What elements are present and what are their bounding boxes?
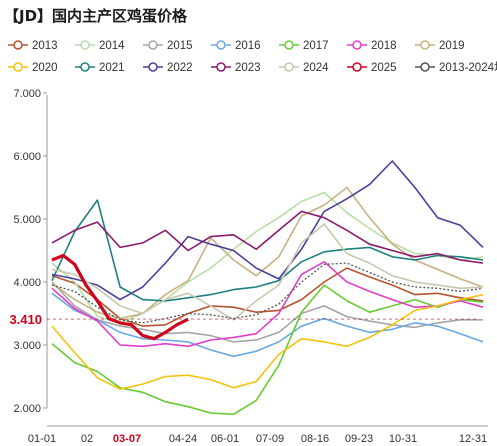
x-tick-label: 01-01 — [28, 433, 56, 445]
y-tick-label: 7.000 — [13, 88, 41, 100]
series-line-2013-2024- — [51, 262, 484, 324]
x-tick-label: 09-23 — [345, 433, 373, 445]
x-tick-label: 06-01 — [211, 433, 239, 445]
series-line-2018 — [51, 261, 484, 348]
legend-item-2025[interactable]: 2025 — [347, 62, 397, 74]
legend-label: 2017 — [303, 40, 329, 52]
legend-item-2021[interactable]: 2021 — [75, 62, 125, 74]
legend-swatch-marker — [80, 62, 90, 72]
y-tick-label: 5.000 — [13, 214, 41, 226]
legend-label: 2023 — [235, 62, 261, 74]
legend-label: 2024 — [303, 62, 329, 74]
legend-swatch-marker — [420, 62, 430, 72]
legend-swatch-marker — [80, 40, 90, 50]
legend-label: 2025 — [371, 62, 397, 74]
series-line-2020 — [51, 293, 484, 390]
x-tick-label: 12-31 — [459, 433, 487, 445]
series-line-2023 — [51, 210, 484, 264]
legend-item-2018[interactable]: 2018 — [347, 40, 397, 52]
y-tick-label: 3.000 — [13, 340, 41, 352]
legend-swatch-marker — [420, 40, 430, 50]
legend-label: 2013 — [32, 40, 58, 52]
legend-item-2022[interactable]: 2022 — [143, 62, 193, 74]
legend-item-2014[interactable]: 2014 — [75, 40, 125, 52]
legend-swatch-marker — [13, 62, 23, 72]
series-line-2015 — [51, 281, 483, 343]
legend-item-2015[interactable]: 2015 — [143, 40, 193, 52]
legend-label: 2016 — [235, 40, 261, 52]
series-line-2017 — [51, 284, 484, 416]
legend-swatch-marker — [148, 62, 158, 72]
x-tick-label: 10-31 — [389, 433, 417, 445]
x-tick-label: 08-16 — [301, 433, 329, 445]
legend-item-2016[interactable]: 2016 — [211, 40, 261, 52]
y-axis: 2.000 3.000 4.000 5.000 6.000 7.000 — [13, 88, 48, 415]
legend-item-2023[interactable]: 2023 — [211, 62, 261, 74]
legend-item-2019[interactable]: 2019 — [415, 40, 465, 52]
series-line-2022 — [51, 160, 484, 301]
chart-title: 【JD】国内主产区鸡蛋价格 — [4, 7, 188, 25]
legend-item-2013-2024-[interactable]: 2013-2024均值 — [415, 61, 497, 74]
legend-label: 2013-2024均值 — [439, 61, 497, 74]
series-line-2021 — [51, 199, 484, 302]
series-line-2025 — [51, 253, 189, 341]
series-line-2016 — [51, 292, 484, 358]
legend-item-2013[interactable]: 2013 — [8, 40, 58, 52]
legend-swatch-marker — [352, 62, 362, 72]
legend-label: 2014 — [99, 40, 125, 52]
legend: 2013 2014 2015 2016 2017 2018 2019 2020 2021 2022… — [8, 40, 497, 74]
legend-label: 2015 — [167, 40, 193, 52]
legend-swatch-marker — [13, 40, 23, 50]
legend-label: 2019 — [439, 40, 465, 52]
x-tick-label: 03-07 — [113, 433, 141, 445]
current-value-marker: 3.410 — [0, 309, 478, 330]
series-line-2019 — [51, 186, 484, 320]
legend-label: 2021 — [99, 62, 125, 74]
legend-swatch-marker — [352, 40, 362, 50]
series-line-2024 — [51, 223, 484, 321]
y-tick-label: 2.000 — [13, 403, 41, 415]
legend-item-2020[interactable]: 2020 — [8, 62, 58, 74]
x-tick-label: 07-09 — [256, 433, 284, 445]
legend-label: 2020 — [32, 62, 58, 74]
current-value-bg — [0, 309, 45, 330]
x-tick-label: 04-24 — [169, 433, 197, 445]
series-lines — [51, 160, 484, 416]
y-tick-label: 4.000 — [13, 277, 41, 289]
legend-label: 2022 — [167, 62, 193, 74]
current-value-label: 3.410 — [9, 312, 42, 327]
series-line-2014 — [51, 191, 484, 324]
x-tick-label: 02 — [81, 433, 93, 445]
legend-swatch-marker — [148, 40, 158, 50]
legend-swatch-marker — [284, 62, 294, 72]
legend-item-2024[interactable]: 2024 — [279, 62, 329, 74]
y-tick-label: 6.000 — [13, 151, 41, 163]
legend-item-2017[interactable]: 2017 — [279, 40, 329, 52]
x-axis: 01-01 02 03-07 04-24 06-01 07-09 08-16 09-23 10-… — [28, 425, 488, 445]
legend-swatch-marker — [216, 62, 226, 72]
legend-label: 2018 — [371, 40, 397, 52]
legend-swatch-marker — [216, 40, 226, 50]
legend-swatch-marker — [284, 40, 294, 50]
